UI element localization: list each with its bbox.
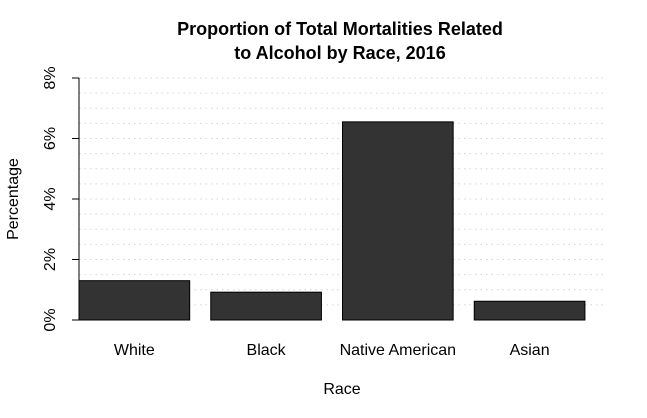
y-tick-label: 6% (42, 127, 59, 150)
x-category-label: Native American (340, 342, 457, 359)
y-tick-label: 4% (42, 187, 59, 210)
bar-asian (473, 300, 586, 321)
chart-title-line-1: Proportion of Total Mortalities Related (177, 19, 503, 39)
x-axis-categories: White Black Native American Asian (114, 342, 550, 359)
chart-title-line-2: to Alcohol by Race, 2016 (234, 43, 445, 63)
x-category-label: Black (247, 342, 287, 359)
y-axis: 0% 2% 4% 6% 8% (42, 66, 80, 332)
bar-white (78, 280, 191, 321)
x-category-label: White (114, 342, 155, 359)
y-axis-label: Percentage (5, 158, 22, 240)
bar-black (210, 291, 322, 321)
x-axis-label: Race (323, 381, 360, 398)
bars (78, 121, 586, 321)
x-category-label: Asian (510, 342, 550, 359)
y-tick-label: 8% (42, 66, 59, 89)
y-tick-label: 0% (42, 308, 59, 331)
y-tick-label: 2% (42, 248, 59, 271)
bar-native-american (342, 121, 454, 321)
